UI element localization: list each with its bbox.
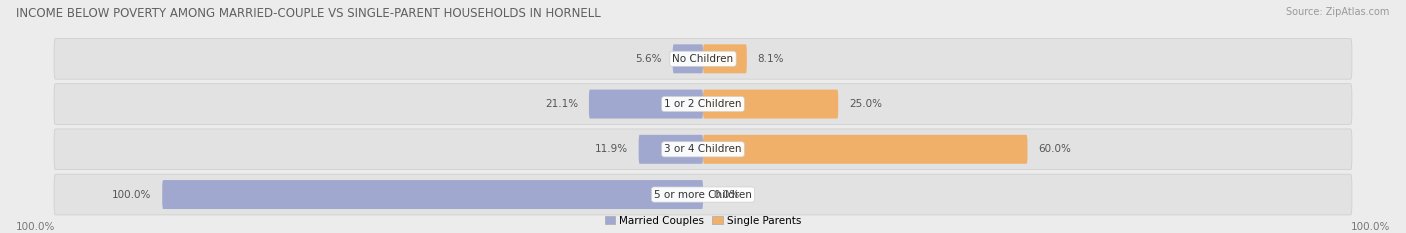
FancyBboxPatch shape bbox=[703, 44, 747, 73]
Text: No Children: No Children bbox=[672, 54, 734, 64]
Text: 11.9%: 11.9% bbox=[595, 144, 628, 154]
FancyBboxPatch shape bbox=[589, 89, 703, 119]
FancyBboxPatch shape bbox=[703, 135, 1028, 164]
Text: 5 or more Children: 5 or more Children bbox=[654, 189, 752, 199]
FancyBboxPatch shape bbox=[703, 89, 838, 119]
FancyBboxPatch shape bbox=[53, 38, 1353, 79]
FancyBboxPatch shape bbox=[638, 135, 703, 164]
Text: 60.0%: 60.0% bbox=[1038, 144, 1071, 154]
Text: 3 or 4 Children: 3 or 4 Children bbox=[664, 144, 742, 154]
FancyBboxPatch shape bbox=[53, 84, 1353, 124]
Text: 1 or 2 Children: 1 or 2 Children bbox=[664, 99, 742, 109]
Text: 100.0%: 100.0% bbox=[17, 222, 56, 232]
Text: 100.0%: 100.0% bbox=[1350, 222, 1389, 232]
Text: 100.0%: 100.0% bbox=[112, 189, 152, 199]
Text: 25.0%: 25.0% bbox=[849, 99, 882, 109]
FancyBboxPatch shape bbox=[53, 129, 1353, 170]
FancyBboxPatch shape bbox=[53, 174, 1353, 215]
FancyBboxPatch shape bbox=[162, 180, 703, 209]
Text: INCOME BELOW POVERTY AMONG MARRIED-COUPLE VS SINGLE-PARENT HOUSEHOLDS IN HORNELL: INCOME BELOW POVERTY AMONG MARRIED-COUPL… bbox=[17, 7, 600, 20]
Legend: Married Couples, Single Parents: Married Couples, Single Parents bbox=[603, 214, 803, 228]
Text: 21.1%: 21.1% bbox=[546, 99, 578, 109]
Text: 5.6%: 5.6% bbox=[636, 54, 662, 64]
Text: 0.0%: 0.0% bbox=[714, 189, 740, 199]
Text: 8.1%: 8.1% bbox=[758, 54, 785, 64]
Text: Source: ZipAtlas.com: Source: ZipAtlas.com bbox=[1286, 7, 1389, 17]
FancyBboxPatch shape bbox=[672, 44, 703, 73]
